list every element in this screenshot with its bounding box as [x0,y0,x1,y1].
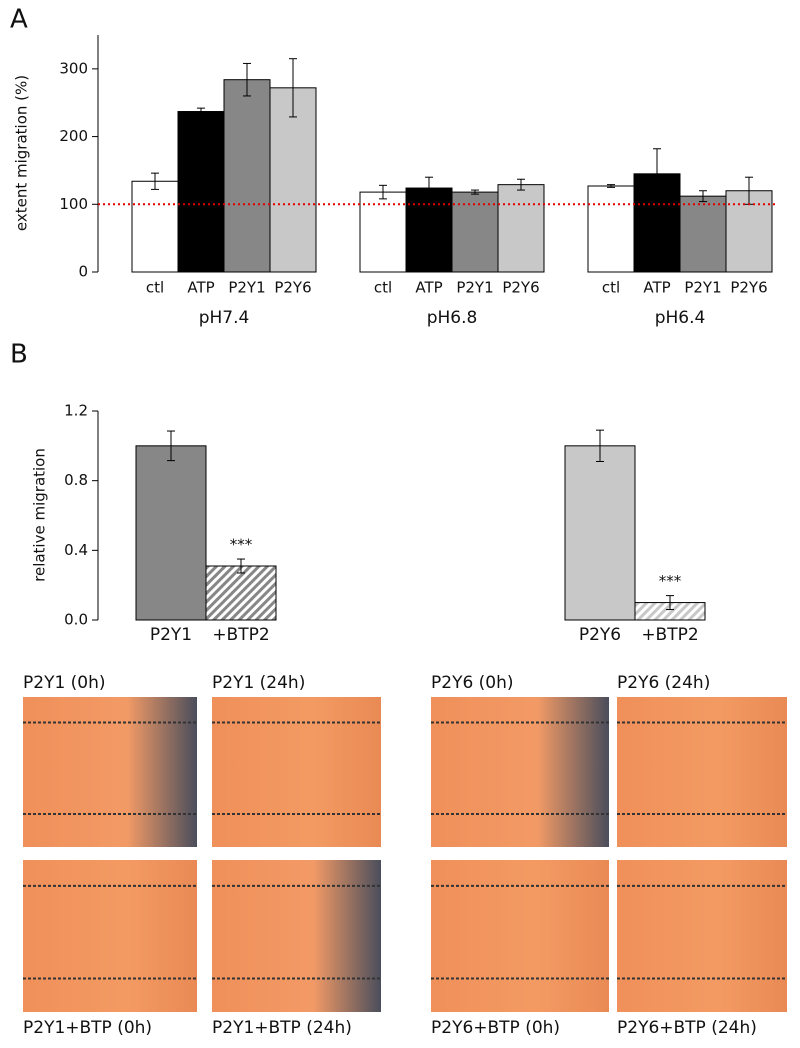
x-tick-label: ctl [374,279,392,297]
error-bar [699,190,707,203]
annotation: *** [659,572,682,590]
bar [497,184,545,273]
group-label: pH6.8 [427,308,478,328]
x-tick-label: P2Y6 [274,279,311,297]
bar [177,111,225,273]
micrograph [431,697,609,847]
annotation: *** [230,536,253,554]
error-bar [289,58,297,118]
image-caption: P2Y6+BTP (24h) [617,1018,757,1038]
image-caption: P2Y6 (0h) [431,673,514,693]
micrograph [23,860,197,1012]
y-tick-label: 0.0 [64,611,88,629]
error-bar [517,178,525,191]
x-tick-label: ctl [146,279,164,297]
image-caption: P2Y6+BTP (0h) [431,1018,560,1038]
x-tick-label: +BTP2 [641,625,698,645]
error-bar [237,558,245,574]
group-label: pH6.4 [655,308,706,328]
y-tick-label: 0.8 [64,471,88,489]
error-bar [607,184,615,188]
panel-label: A [10,5,28,35]
bar [205,565,277,621]
micrograph [23,697,197,847]
micrograph [617,697,787,847]
bar [135,445,207,621]
y-tick-label: 200 [59,127,88,145]
x-tick-label: ctl [602,279,620,297]
x-tick-label: P2Y1 [228,279,265,297]
image-caption: P2Y1+BTP (0h) [23,1018,152,1038]
y-tick-label: 0.4 [64,541,88,559]
x-tick-label: P2Y6 [502,279,539,297]
micrograph [212,860,381,1012]
y-tick-label: 100 [59,195,88,213]
bar [451,191,499,273]
x-tick-label: ATP [415,279,442,297]
bar [359,191,407,273]
bar [223,79,271,273]
error-bar [471,189,479,195]
bar [679,195,727,273]
x-tick-label: P2Y6 [730,279,767,297]
micrograph [431,860,609,1012]
x-tick-label: +BTP2 [212,625,269,645]
image-caption: P2Y6 (24h) [617,673,710,693]
x-tick-label: P2Y1 [150,625,192,645]
error-bar [167,430,175,462]
image-caption: P2Y1 (0h) [23,673,106,693]
error-bar [379,184,387,200]
error-bar [151,172,159,190]
error-bar [425,176,433,200]
bar [564,445,636,621]
micrograph [617,860,787,1012]
y-tick-label: 300 [59,59,88,77]
group-label: pH7.4 [199,308,250,328]
y-tick-label: 0 [78,263,88,281]
panel-label: B [10,340,28,370]
bar [131,180,179,273]
y-axis-label: extent migration (%) [13,75,31,231]
x-tick-label: P2Y1 [684,279,721,297]
error-bar [197,107,205,116]
micrograph [212,697,381,847]
x-tick-label: P2Y1 [456,279,493,297]
error-bar [596,429,604,463]
bar [405,187,453,273]
error-bar [243,62,251,97]
y-tick-label: 1.2 [64,402,88,420]
y-axis-label: relative migration [31,448,49,582]
image-caption: P2Y1+BTP (24h) [212,1018,352,1038]
x-tick-label: P2Y6 [579,625,621,645]
error-bar [666,595,674,611]
x-tick-label: ATP [187,279,214,297]
x-tick-label: ATP [643,279,670,297]
bar [269,87,317,273]
image-caption: P2Y1 (24h) [212,673,305,693]
bar [587,185,635,273]
error-bar [653,148,661,200]
